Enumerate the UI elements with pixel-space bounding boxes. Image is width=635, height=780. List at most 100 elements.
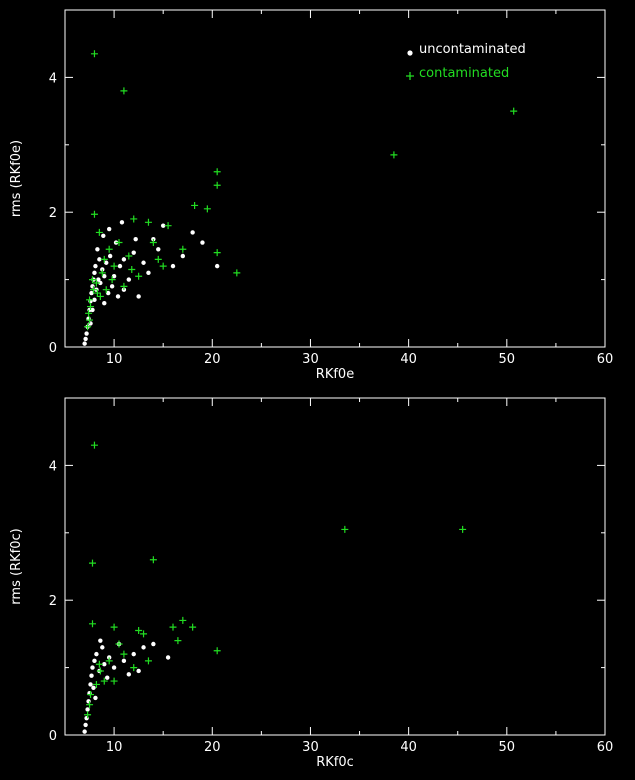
contaminated-point [189,623,197,631]
bottom-scatter-panel: 10 20 30 40 50 60 0 2 4 RKf0c rms (RKf0c) [9,397,614,770]
uncontaminated-point [89,673,94,678]
uncontaminated-point [82,729,87,734]
contaminated-point [96,667,104,675]
contaminated-point [191,201,199,209]
contaminated-point [120,650,128,658]
contaminated-point [120,282,128,290]
uncontaminated-point [214,263,220,269]
contaminated-point [179,245,187,253]
uncontaminated-point [98,638,103,643]
uncontaminated-point [126,277,132,282]
contaminated-point [341,525,349,533]
contaminated-point [90,50,98,58]
contaminated-point [169,623,177,631]
contaminated-point [95,660,103,668]
uncontaminated-point [136,294,141,299]
contaminated-point [213,249,221,257]
contaminated-point [84,323,92,331]
uncontaminated-point [200,240,205,245]
uncontaminated-point [84,331,89,336]
contaminated-point [120,87,128,95]
x-tick-label: 50 [499,740,516,755]
uncontaminated-point [90,665,95,670]
contaminated-point [96,292,104,300]
uncontaminated-point [180,253,186,259]
contaminated-point [105,245,113,253]
x-tick-label: 30 [302,352,319,367]
uncontaminated-point [121,658,127,664]
x-tick-label: 20 [204,352,221,367]
top-ticks: 10 20 30 40 50 60 0 2 4 [49,9,614,367]
uncontaminated-point [105,675,110,680]
contaminated-point [144,657,152,665]
top-plot-frame [64,9,606,348]
contaminated-point [86,701,94,709]
bottom-x-axis-label: RKf0c [316,755,354,770]
uncontaminated-point [131,250,136,255]
contaminated-point [92,680,100,688]
legend: uncontaminated contaminated [406,42,526,81]
contaminated-point [86,296,94,304]
contaminated-point [90,441,98,449]
uncontaminated-point [107,253,113,259]
contaminated-point [105,657,113,665]
contaminated-point [390,151,398,159]
contaminated-point [87,303,95,311]
contaminated-point [128,265,136,273]
x-tick-label: 20 [204,740,221,755]
uncontaminated-point [102,300,107,306]
contaminated-point [95,228,103,236]
contaminated-point [203,205,211,213]
contaminated-point [135,627,143,635]
top-y-axis-label: rms (RKf0e) [9,140,24,217]
x-tick-label: 60 [597,352,614,367]
x-tick-label: 60 [597,740,614,755]
uncontaminated-point [141,260,146,265]
uncontaminated-point [133,236,138,242]
legend-contaminated-label: contaminated [419,66,509,81]
uncontaminated-point [136,668,141,674]
contaminated-point [102,286,110,294]
contaminated-point [213,181,221,189]
contaminated-point [179,616,187,624]
x-tick-label: 10 [106,352,123,367]
contaminated-point [100,255,108,263]
uncontaminated-point [89,290,94,296]
contaminated-point [93,289,101,297]
bottom-y-axis-label: rms (RKf0c) [9,528,24,604]
legend-contaminated-marker [406,72,414,80]
uncontaminated-point [126,672,132,677]
contaminated-point [87,691,95,699]
contaminated-point [92,279,100,287]
contaminated-point [100,677,108,685]
contaminated-point [88,620,96,628]
bottom-ticks: 10 20 30 40 50 60 0 2 4 [49,397,614,755]
x-tick-label: 10 [106,740,123,755]
uncontaminated-point [93,695,98,701]
uncontaminated-point [109,284,115,289]
contaminated-point [140,630,148,638]
contaminated-point [108,276,116,284]
uncontaminated-point [156,247,161,252]
uncontaminated-point [115,294,121,299]
contaminated-point [174,637,182,645]
uncontaminated-point [111,274,117,279]
uncontaminated-point [88,682,93,687]
uncontaminated-point [170,263,176,269]
legend-uncontaminated-marker [407,50,413,56]
bottom-data-points [82,441,467,734]
uncontaminated-point [90,307,95,313]
contaminated-point [110,262,118,270]
uncontaminated-point [91,685,96,691]
contaminated-point [85,309,93,317]
uncontaminated-point [151,641,156,647]
uncontaminated-point [119,220,125,225]
uncontaminated-point [85,707,90,712]
uncontaminated-point [83,722,88,728]
top-x-axis-label: RKf0e [316,367,354,382]
y-tick-label: 2 [49,594,57,609]
uncontaminated-point [111,665,117,670]
y-tick-label: 4 [49,71,57,86]
uncontaminated-point [104,260,109,265]
y-tick-label: 0 [49,729,57,744]
